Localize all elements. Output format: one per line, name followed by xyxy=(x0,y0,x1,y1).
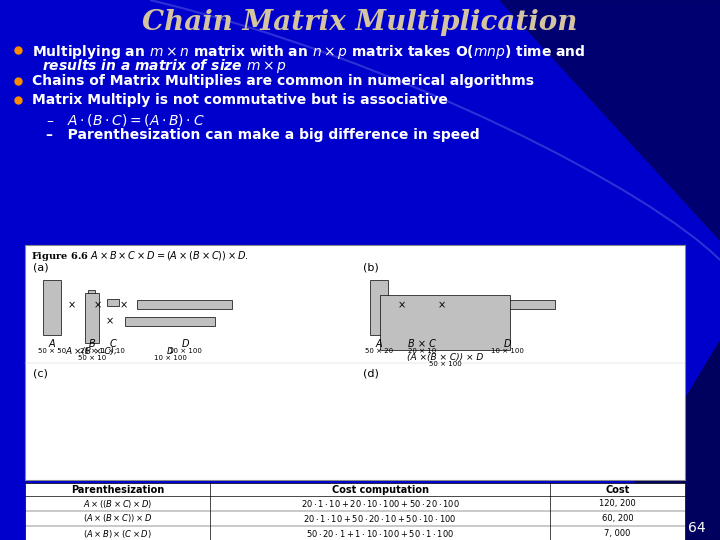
Text: $50 \cdot 20 \cdot 1 + 1 \cdot 10 \cdot 100 + 50 \cdot 1 \cdot 100$: $50 \cdot 20 \cdot 1 + 1 \cdot 10 \cdot … xyxy=(306,528,454,539)
Text: $20 \cdot 1 \cdot 10 + 20 \cdot 10 \cdot 100 + 50 \cdot 20 \cdot 100$: $20 \cdot 1 \cdot 10 + 20 \cdot 10 \cdot… xyxy=(301,498,459,509)
Text: –   Parenthesization can make a big difference in speed: – Parenthesization can make a big differ… xyxy=(46,128,480,142)
Text: Cost: Cost xyxy=(606,485,629,495)
Bar xyxy=(25,245,685,480)
Bar xyxy=(43,280,61,335)
Text: ×: × xyxy=(398,300,406,310)
Text: A: A xyxy=(376,339,382,349)
Text: Cost computation: Cost computation xyxy=(331,485,428,495)
Text: Chains of Matrix Multiplies are common in numerical algorithms: Chains of Matrix Multiplies are common i… xyxy=(32,74,534,88)
Bar xyxy=(380,295,510,350)
Text: 50 × 50: 50 × 50 xyxy=(38,348,66,354)
Bar xyxy=(0,0,720,50)
Text: D: D xyxy=(181,339,189,349)
Text: $(A \times (B \times C)) \times D$: $(A \times (B \times C)) \times D$ xyxy=(83,512,152,524)
Bar xyxy=(85,293,99,343)
Text: $(A \times B) \times (C \times D)$: $(A \times B) \times (C \times D)$ xyxy=(83,528,152,539)
Text: 20 × 1: 20 × 1 xyxy=(80,348,104,354)
Text: Matrix Multiply is not commutative but is associative: Matrix Multiply is not commutative but i… xyxy=(32,93,448,107)
Text: 120, 200: 120, 200 xyxy=(599,499,636,508)
Text: Chain Matrix Multiplication: Chain Matrix Multiplication xyxy=(143,9,577,36)
Polygon shape xyxy=(500,0,720,240)
Bar xyxy=(415,300,429,322)
Text: 7, 000: 7, 000 xyxy=(604,529,631,538)
Text: 50 × 100: 50 × 100 xyxy=(428,361,462,367)
Text: 20 × 10: 20 × 10 xyxy=(408,348,436,354)
Bar xyxy=(370,280,388,335)
Text: ×: × xyxy=(68,300,76,310)
Text: 10 × 100: 10 × 100 xyxy=(490,348,523,354)
Text: ×: × xyxy=(438,300,446,310)
Text: Multiplying an $m \times n$ matrix with an $n \times p$ matrix takes O($mnp$) ti: Multiplying an $m \times n$ matrix with … xyxy=(32,43,585,61)
Text: 60, 200: 60, 200 xyxy=(602,514,634,523)
Text: (A ×(B × C)) × D: (A ×(B × C)) × D xyxy=(407,353,483,362)
Bar xyxy=(125,317,215,326)
Bar xyxy=(137,300,232,309)
Text: D: D xyxy=(503,339,510,349)
Text: C: C xyxy=(109,339,117,349)
Text: 64: 64 xyxy=(688,521,706,535)
Text: Parenthesization: Parenthesization xyxy=(71,485,164,495)
Bar xyxy=(460,300,555,309)
Bar xyxy=(88,290,95,312)
Text: $A \times ((B \times C) \times D)$: $A \times ((B \times C) \times D)$ xyxy=(83,497,152,510)
Text: ×: × xyxy=(106,316,114,326)
Text: 10 × 100: 10 × 100 xyxy=(168,348,202,354)
Text: 1 × 10: 1 × 10 xyxy=(101,348,125,354)
Bar xyxy=(107,299,119,306)
Text: B: B xyxy=(89,339,95,349)
Text: $20 \cdot 1 \cdot 10 + 50 \cdot 20 \cdot 10 + 50 \cdot 10 \cdot 100$: $20 \cdot 1 \cdot 10 + 50 \cdot 20 \cdot… xyxy=(303,513,456,524)
Text: ×: × xyxy=(120,300,128,310)
Text: (a): (a) xyxy=(33,263,49,273)
Text: Figure 6.6 $A \times B \times C \times D = (A \times (B \times C)) \times D.$: Figure 6.6 $A \times B \times C \times D… xyxy=(31,249,249,263)
Text: –   $A \cdot (B \cdot C) = (A \cdot B) \cdot C$: – $A \cdot (B \cdot C) = (A \cdot B) \cd… xyxy=(46,112,204,128)
Text: 50 × 20: 50 × 20 xyxy=(365,348,393,354)
Text: (b): (b) xyxy=(363,263,379,273)
Polygon shape xyxy=(600,340,720,540)
Text: 50 × 10: 50 × 10 xyxy=(78,355,106,361)
Text: 10 × 100: 10 × 100 xyxy=(153,355,186,361)
Text: D: D xyxy=(166,347,174,356)
Bar xyxy=(25,483,685,540)
Text: A ×(B × C);: A ×(B × C); xyxy=(66,347,118,356)
Text: (d): (d) xyxy=(363,368,379,378)
Text: A: A xyxy=(49,339,55,349)
Text: results in a matrix of size $m \times p$: results in a matrix of size $m \times p$ xyxy=(42,57,287,75)
Text: ×: × xyxy=(94,300,102,310)
Text: B × C: B × C xyxy=(408,339,436,349)
Text: (c): (c) xyxy=(33,368,48,378)
